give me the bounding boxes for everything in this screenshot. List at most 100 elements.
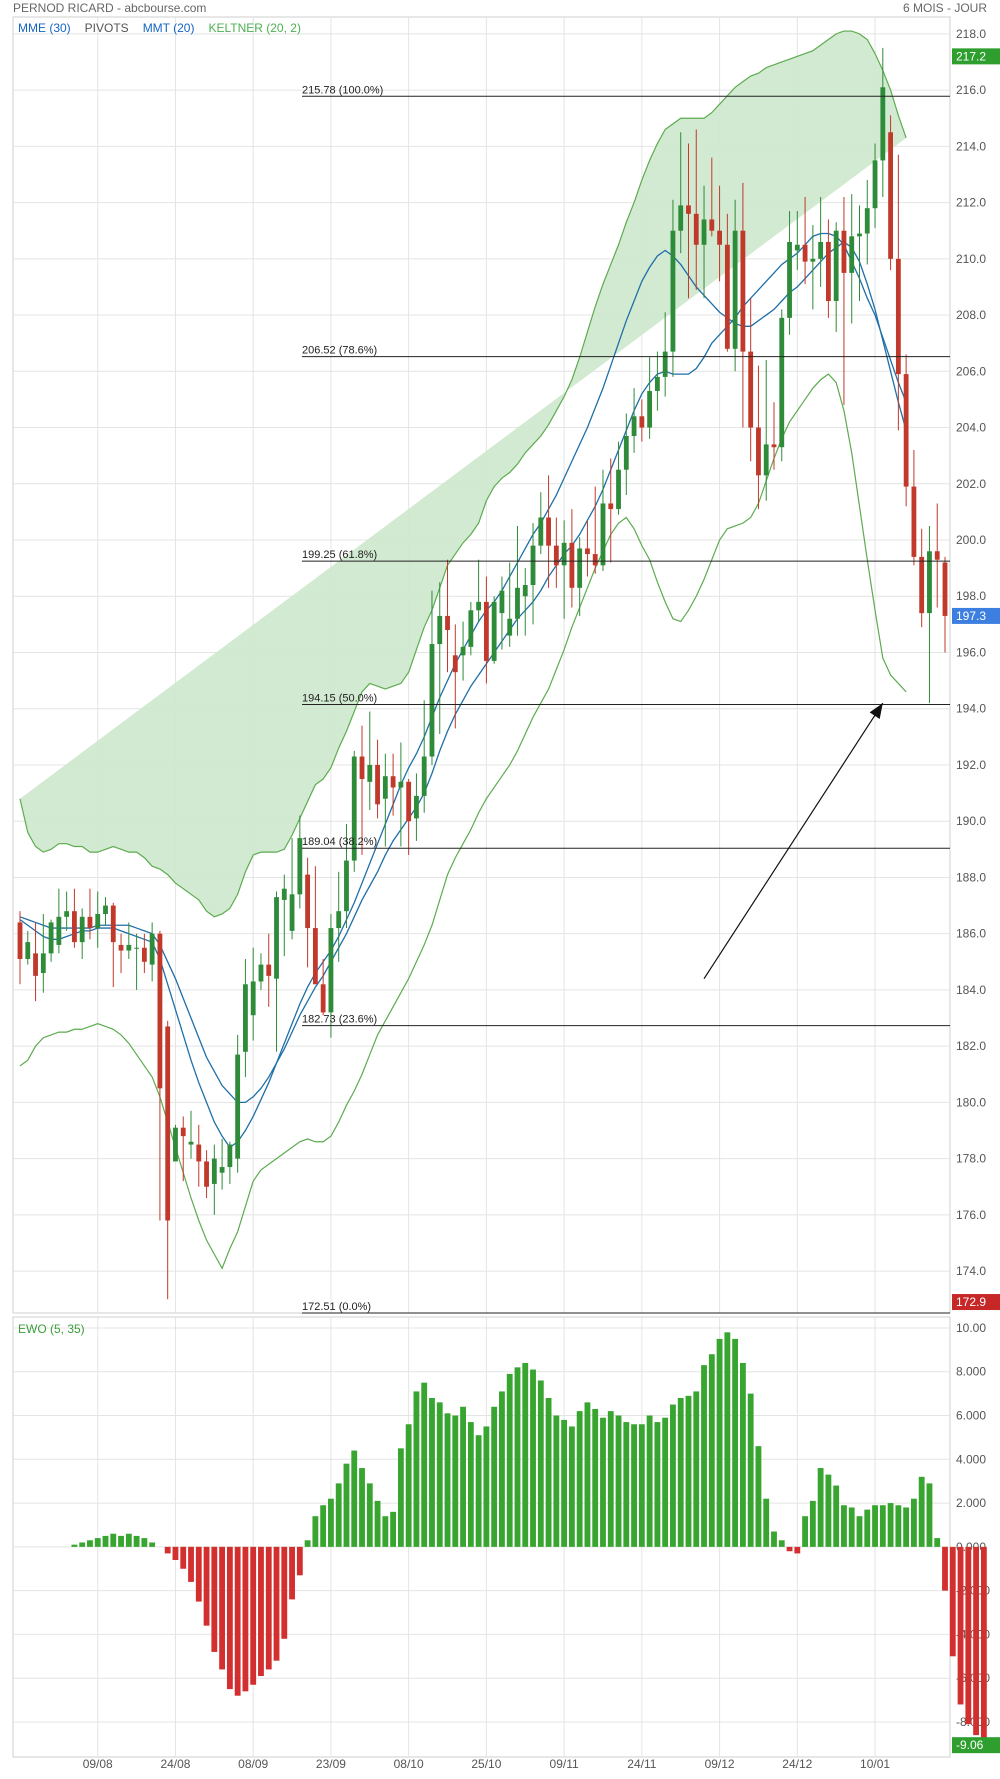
- candle-body: [686, 205, 691, 214]
- candle-body: [196, 1144, 202, 1162]
- ewo-bar: [281, 1546, 288, 1639]
- ewo-badge-last-text: -9.06: [956, 1738, 984, 1752]
- ewo-bar: [848, 1507, 855, 1547]
- price-y-tick-label: 210.0: [956, 252, 986, 266]
- ewo-bar: [258, 1546, 264, 1677]
- candle-body: [927, 551, 932, 614]
- candle-body: [530, 545, 536, 586]
- ewo-bar: [188, 1546, 194, 1582]
- candle-body: [717, 230, 722, 245]
- candle-body: [888, 132, 893, 259]
- candle-body: [740, 230, 746, 352]
- ewo-bar: [724, 1332, 731, 1547]
- ewo-bar: [164, 1546, 171, 1554]
- ewo-y-tick-label: 8.000: [956, 1365, 986, 1379]
- ewo-bar: [172, 1546, 179, 1560]
- x-tick-label: 09/12: [705, 1757, 735, 1771]
- ewo-bar: [693, 1391, 700, 1547]
- price-y-tick-label: 208.0: [956, 308, 986, 322]
- candle-body: [569, 542, 575, 588]
- candle-body: [134, 947, 140, 949]
- candle-body: [48, 922, 54, 954]
- candle-body: [211, 1158, 217, 1184]
- ewo-bar: [79, 1542, 86, 1547]
- price-y-tick-label: 190.0: [956, 814, 986, 828]
- x-tick-label: 24/11: [627, 1757, 656, 1771]
- ewo-bar: [778, 1540, 785, 1547]
- ewo-badge-last: [952, 1737, 1000, 1754]
- candle-body: [25, 942, 31, 959]
- candle-body: [258, 964, 264, 982]
- candle-body: [274, 897, 279, 979]
- candle-body: [600, 503, 606, 566]
- ewo-bar: [296, 1546, 303, 1576]
- ewo-bar: [537, 1380, 544, 1547]
- period-label: 6 MOIS - JOUR: [903, 1, 987, 15]
- price-y-tick-label: 206.0: [956, 364, 986, 378]
- price-y-tick-label: 186.0: [956, 927, 986, 941]
- ewo-bar: [514, 1367, 521, 1547]
- ewo-bar: [499, 1391, 505, 1547]
- ewo-bar: [623, 1422, 630, 1547]
- candle-body: [204, 1161, 209, 1187]
- ewo-bar: [203, 1546, 210, 1626]
- candle-body: [701, 219, 707, 245]
- candle-body: [934, 551, 940, 560]
- price-y-tick-label: 218.0: [956, 27, 986, 41]
- candle-body: [546, 517, 551, 546]
- ewo-bar: [195, 1546, 202, 1602]
- ewo-bar: [685, 1395, 692, 1547]
- candle-body: [64, 911, 70, 917]
- ewo-bar: [343, 1463, 350, 1547]
- ewo-bar: [553, 1415, 560, 1547]
- ewo-bar: [180, 1546, 187, 1569]
- ewo-bar: [592, 1408, 599, 1547]
- ewo-legend: EWO (5, 35): [18, 1322, 85, 1336]
- candle-body: [903, 374, 909, 487]
- price-y-tick-label: 178.0: [956, 1152, 986, 1166]
- candle-body: [561, 542, 567, 566]
- ewo-bar: [677, 1397, 684, 1547]
- ewo-bar: [335, 1483, 342, 1547]
- ewo-bar: [390, 1511, 397, 1547]
- candle-body: [654, 376, 660, 391]
- candle-body: [709, 219, 715, 231]
- x-tick-label: 10/01: [860, 1757, 890, 1771]
- candle-body: [227, 1144, 233, 1168]
- fib-level-label: 199.25 (61.8%): [302, 549, 377, 561]
- ewo-bar: [957, 1546, 964, 1705]
- candle-body: [367, 764, 373, 782]
- ewo-bar: [211, 1546, 218, 1652]
- candle-body: [864, 208, 870, 234]
- candle-body: [351, 756, 357, 861]
- candle-body: [87, 916, 93, 929]
- candle-body: [872, 160, 878, 209]
- ewo-bar: [382, 1516, 389, 1547]
- x-axis: 09/08 24/08 08/09 23/09 08/10 25/10 09/11 24/11…: [83, 1757, 891, 1771]
- trend-arrow-head: [869, 703, 883, 719]
- ewo-panel: 10.008.0006.0004.0002.0000.000-2.000-4.0…: [12, 1316, 1000, 1758]
- ewo-bar: [429, 1397, 435, 1547]
- candle-body: [157, 933, 163, 1089]
- candle-body: [522, 585, 528, 597]
- candle-body: [33, 953, 38, 976]
- ewo-bar: [670, 1404, 676, 1547]
- candle-body: [732, 230, 738, 349]
- x-tick-label: 24/08: [160, 1757, 190, 1771]
- chart-title: PERNOD RICARD - abcbourse.com: [13, 1, 206, 15]
- ewo-y-tick-label: 6.000: [956, 1409, 986, 1423]
- price-panel: 218.0 216.0 214.0 212.0 210.0 208.0 206.0 204.0…: [12, 16, 1000, 1314]
- candle-body: [56, 916, 62, 945]
- ewo-bar: [910, 1498, 917, 1547]
- x-tick-label: 23/09: [316, 1757, 346, 1771]
- ewo-bar: [530, 1369, 536, 1547]
- price-y-tick-label: 204.0: [956, 421, 986, 435]
- price-badge-high: [952, 48, 1000, 65]
- candle-body: [281, 888, 287, 900]
- candle-body: [476, 601, 482, 611]
- candle-body: [849, 236, 855, 273]
- price-badge-low-text: 172.9: [956, 1295, 986, 1309]
- ewo-bar: [71, 1544, 78, 1547]
- candle-body: [126, 944, 132, 951]
